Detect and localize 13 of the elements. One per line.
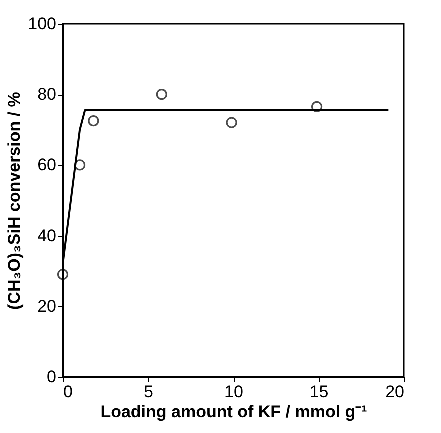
- x-tick-label: 15: [310, 382, 329, 402]
- x-axis-title: Loading amount of KF / mmol g⁻¹: [100, 402, 368, 422]
- x-tick-label: 5: [144, 382, 154, 402]
- y-tick-label: 20: [38, 296, 56, 316]
- y-tick-label: 40: [38, 226, 56, 246]
- x-tick-label: 20: [386, 382, 404, 402]
- y-tick-label: 80: [38, 85, 56, 104]
- y-tick-label: 100: [28, 14, 56, 34]
- y-axis-title: (CH₃O)₃SiH conversion / %: [5, 92, 24, 310]
- y-tick-label: 60: [38, 156, 56, 175]
- x-tick-label: 0: [64, 382, 73, 402]
- x-tick-label: 10: [224, 382, 244, 402]
- y-tick-label: 0: [47, 368, 56, 386]
